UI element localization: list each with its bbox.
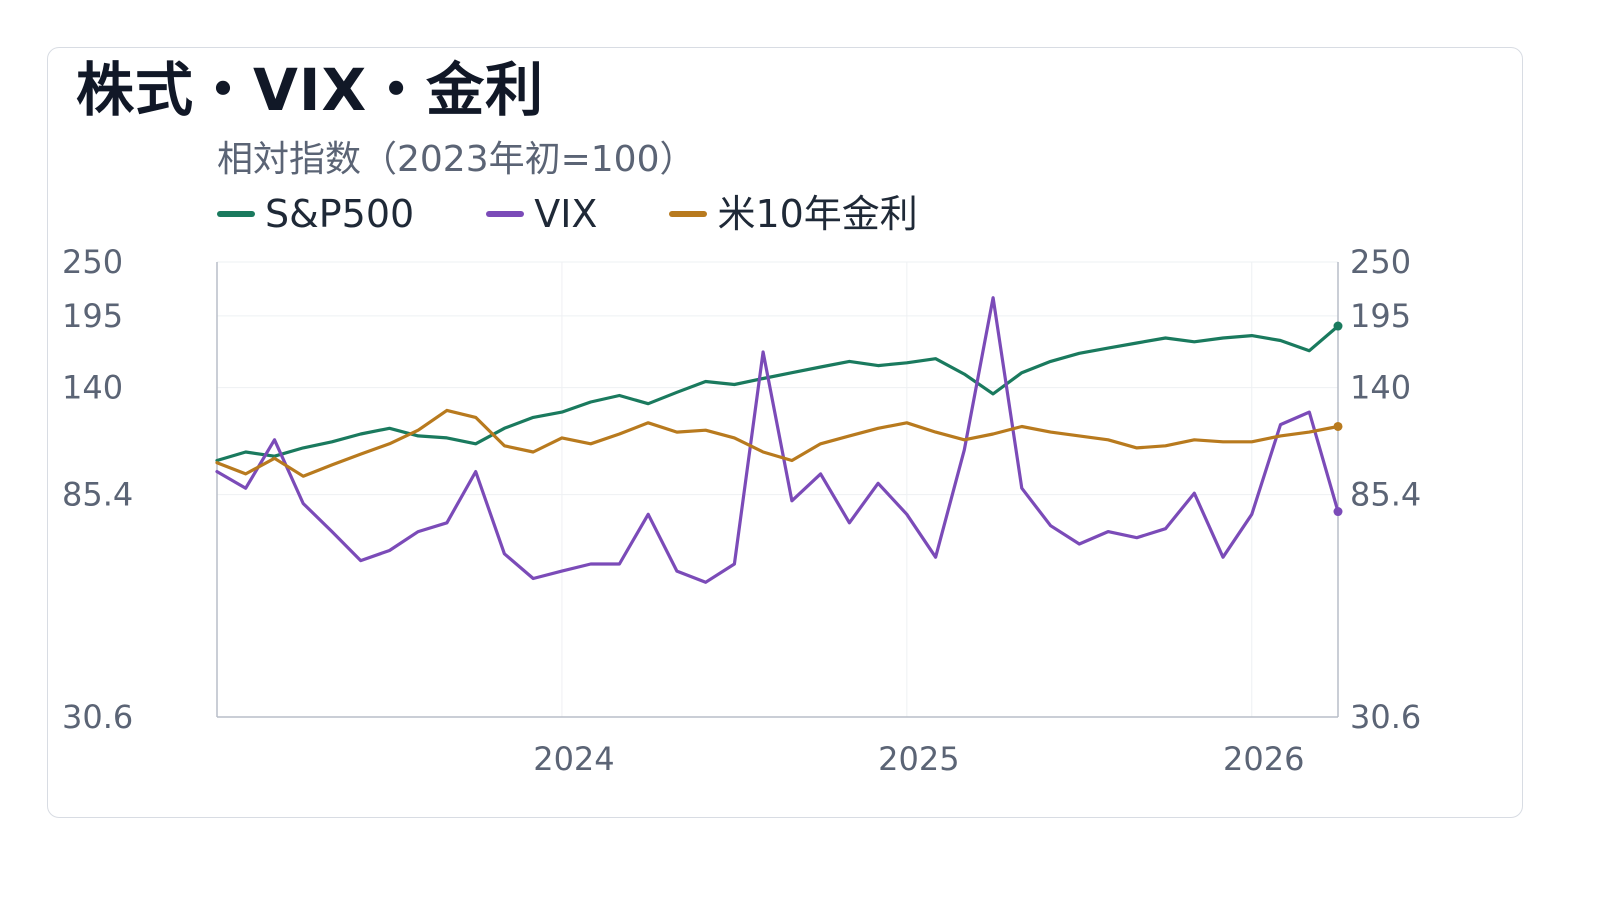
y-tick-label-right: 85.4 — [1350, 476, 1421, 514]
legend-item-sp500[interactable]: S&P500 — [217, 195, 414, 233]
y-tick-label-left: 140 — [62, 369, 123, 407]
y-tick-label-right: 195 — [1350, 297, 1411, 335]
legend-swatch-us10y — [669, 211, 708, 217]
x-tick-label: 2024 — [533, 740, 614, 778]
x-tick-label: 2025 — [878, 740, 959, 778]
legend-swatch-sp500 — [217, 211, 255, 217]
y-tick-label-right: 250 — [1350, 243, 1411, 281]
legend-item-vix[interactable]: VIX — [486, 195, 597, 233]
series-end-marker-vix — [1333, 507, 1343, 517]
legend-item-us10y[interactable]: 米10年金利 — [669, 192, 918, 236]
series-line-vix — [215, 296, 1340, 584]
y-tick-label-left: 195 — [62, 297, 123, 335]
chart-title: 株式・VIX・金利 — [76, 56, 545, 124]
series-end-marker-us10y — [1333, 421, 1343, 431]
legend-swatch-vix — [486, 211, 525, 217]
chart-subtitle: 相対指数（2023年初=100） — [217, 139, 696, 180]
y-tick-label-right: 30.6 — [1350, 698, 1421, 736]
y-tick-label-left: 85.4 — [62, 476, 133, 514]
legend-label-sp500: S&P500 — [265, 192, 415, 236]
legend-label-vix: VIX — [534, 192, 598, 236]
series-line-sp500 — [215, 324, 1340, 463]
series-end-marker-sp500 — [1333, 321, 1343, 331]
y-tick-label-left: 30.6 — [62, 698, 133, 736]
series-line-us10y — [215, 408, 1340, 478]
y-tick-label-right: 140 — [1350, 369, 1411, 407]
chart-legend: S&P500 VIX 米10年金利 — [217, 192, 990, 236]
legend-label-us10y: 米10年金利 — [717, 192, 918, 236]
y-tick-label-left: 250 — [62, 243, 123, 281]
x-tick-label: 2026 — [1223, 740, 1304, 778]
